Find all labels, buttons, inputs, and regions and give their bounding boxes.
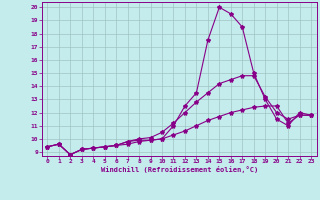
- X-axis label: Windchill (Refroidissement éolien,°C): Windchill (Refroidissement éolien,°C): [100, 166, 258, 173]
